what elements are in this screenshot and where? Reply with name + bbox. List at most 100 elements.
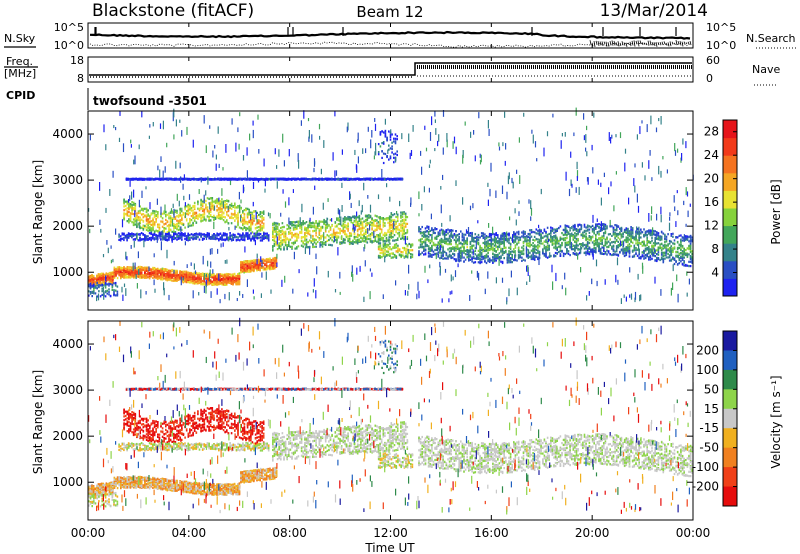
scatter-cell <box>168 236 170 239</box>
scatter-cell <box>253 237 255 240</box>
scatter-cell <box>447 237 449 240</box>
scatter-cell <box>164 237 167 240</box>
nsearch-noise <box>597 40 600 47</box>
scatter-cell <box>198 276 201 279</box>
scatter-cell <box>384 133 387 136</box>
scatter-cell <box>136 275 138 278</box>
scatter-cell <box>307 240 309 244</box>
scatter-cell <box>245 221 247 224</box>
scatter-cell <box>273 235 276 238</box>
scatter-cell <box>392 225 394 228</box>
scatter-cell <box>99 274 101 278</box>
scatter-cell <box>294 247 296 250</box>
scatter-cell <box>222 276 225 279</box>
scatter-cell <box>442 240 444 243</box>
scatter-cell <box>401 222 404 225</box>
scatter-cell <box>469 249 472 253</box>
scatter-cell <box>232 238 235 241</box>
scatter-cell <box>432 231 435 234</box>
nsearch-noise <box>647 40 650 46</box>
scatter-cell <box>382 253 385 256</box>
scatter-cell <box>136 272 138 275</box>
scatter-cell <box>401 232 404 235</box>
scatter-cell <box>337 231 340 235</box>
scatter-cell <box>145 267 148 270</box>
scatter-cell <box>437 251 440 254</box>
scatter-cell <box>278 233 280 236</box>
scatter-cell <box>366 237 369 241</box>
scatter-cell <box>166 224 169 228</box>
scatter-cell <box>145 218 148 221</box>
scatter-cell <box>443 241 446 245</box>
scatter-cell <box>353 236 356 239</box>
scatter-cell <box>468 234 470 237</box>
scatter-cell <box>155 273 157 276</box>
scatter-cell <box>388 222 391 225</box>
scatter-cell <box>296 237 298 241</box>
scatter-cell <box>176 209 178 212</box>
scatter-cell <box>355 239 357 242</box>
scatter-cell <box>243 238 246 241</box>
scatter-cell <box>291 234 293 237</box>
scatter-cell <box>468 254 470 257</box>
scatter-cell <box>120 272 122 275</box>
scatter-cell <box>232 233 235 236</box>
scatter-cell <box>187 273 189 276</box>
scatter-cell <box>253 210 255 213</box>
scatter-cell <box>240 261 242 264</box>
scatter-cell <box>182 271 185 274</box>
scatter-cell <box>158 268 161 271</box>
scatter-cell <box>480 258 483 261</box>
scatter-cell <box>369 216 372 219</box>
scatter-cell <box>324 241 327 244</box>
nsearch-noise <box>627 42 630 45</box>
scatter-cell <box>187 212 190 215</box>
scatter-cell <box>251 267 253 270</box>
scatter-cell <box>246 221 249 224</box>
nsearch-noise <box>687 41 690 45</box>
scatter-cell <box>166 231 169 234</box>
scatter-cell <box>300 237 303 240</box>
scatter-cell <box>259 236 262 239</box>
scatter-cell <box>200 200 202 203</box>
scatter-cell <box>398 231 401 234</box>
scatter-cell <box>129 219 132 222</box>
scatter-cell <box>321 234 324 237</box>
scatter-cell <box>245 209 247 212</box>
scatter-cell <box>227 222 230 225</box>
scatter-cell <box>166 213 169 216</box>
scatter-cell <box>198 280 201 283</box>
scatter-cell <box>172 279 175 282</box>
scatter-cell <box>348 234 351 237</box>
scatter-cell <box>400 211 402 214</box>
scatter-cell <box>305 221 308 224</box>
scatter-cell <box>361 223 364 226</box>
scatter-cell <box>379 223 381 226</box>
scatter-cell <box>193 278 196 281</box>
scatter-cell <box>152 226 154 229</box>
scatter-cell <box>192 214 194 217</box>
scatter-cell <box>400 220 402 223</box>
scatter-cell <box>238 235 241 238</box>
scatter-cell <box>190 273 193 276</box>
scatter-cell <box>195 280 197 283</box>
scatter-cell <box>190 219 193 222</box>
scatter-cell <box>427 225 430 228</box>
scatter-cell <box>198 232 201 235</box>
scatter-cell <box>395 228 397 231</box>
scatter-cell <box>221 202 223 205</box>
cpid-label: CPID <box>6 89 35 102</box>
scatter-cell <box>456 238 459 241</box>
scatter-cell <box>253 235 255 238</box>
scatter-cell <box>395 243 398 246</box>
scatter-cell <box>443 238 446 241</box>
scatter-cell <box>144 272 146 275</box>
scatter-cell <box>389 247 391 250</box>
scatter-cell <box>304 235 306 238</box>
scatter-cell <box>160 238 162 241</box>
scatter-cell <box>296 239 298 242</box>
scatter-cell <box>181 233 183 236</box>
scatter-cell <box>142 225 145 228</box>
scatter-cell <box>229 206 231 209</box>
scatter-cell <box>392 239 394 242</box>
